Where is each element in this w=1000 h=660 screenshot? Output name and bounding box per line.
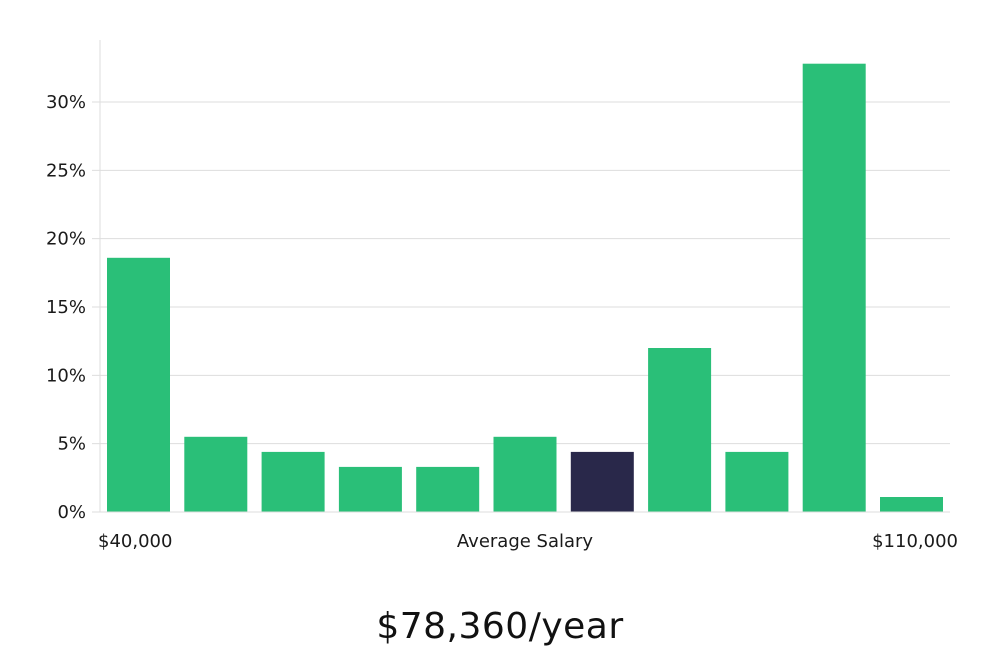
y-tick-label: 15% bbox=[46, 297, 86, 318]
bar bbox=[880, 497, 943, 512]
bar bbox=[802, 63, 866, 512]
bar bbox=[648, 348, 712, 512]
y-tick-label: 25% bbox=[46, 160, 86, 181]
y-tick-label: 5% bbox=[57, 434, 86, 455]
bar bbox=[184, 436, 248, 512]
bar bbox=[725, 451, 789, 512]
bar bbox=[493, 436, 557, 512]
x-max-label: $110,000 bbox=[872, 531, 958, 552]
y-tick-label: 30% bbox=[46, 92, 86, 113]
highlighted-bar bbox=[570, 451, 634, 512]
y-tick-label: 20% bbox=[46, 229, 86, 250]
y-tick-label: 0% bbox=[57, 502, 86, 523]
x-min-label: $40,000 bbox=[98, 531, 172, 552]
bar bbox=[338, 466, 402, 512]
x-axis-title: Average Salary bbox=[457, 531, 594, 552]
salary-histogram-chart: 0% 5% 10% 15% 20% 25% 30% $40,000 Average Sala… bbox=[46, 40, 958, 552]
bar bbox=[416, 466, 480, 512]
bars bbox=[107, 63, 943, 512]
average-salary-value: $78,360/year bbox=[376, 606, 624, 647]
bar bbox=[261, 451, 325, 512]
bar bbox=[107, 257, 170, 512]
y-tick-label: 10% bbox=[46, 365, 86, 386]
y-tick-labels: 0% 5% 10% 15% 20% 25% 30% bbox=[46, 92, 100, 523]
